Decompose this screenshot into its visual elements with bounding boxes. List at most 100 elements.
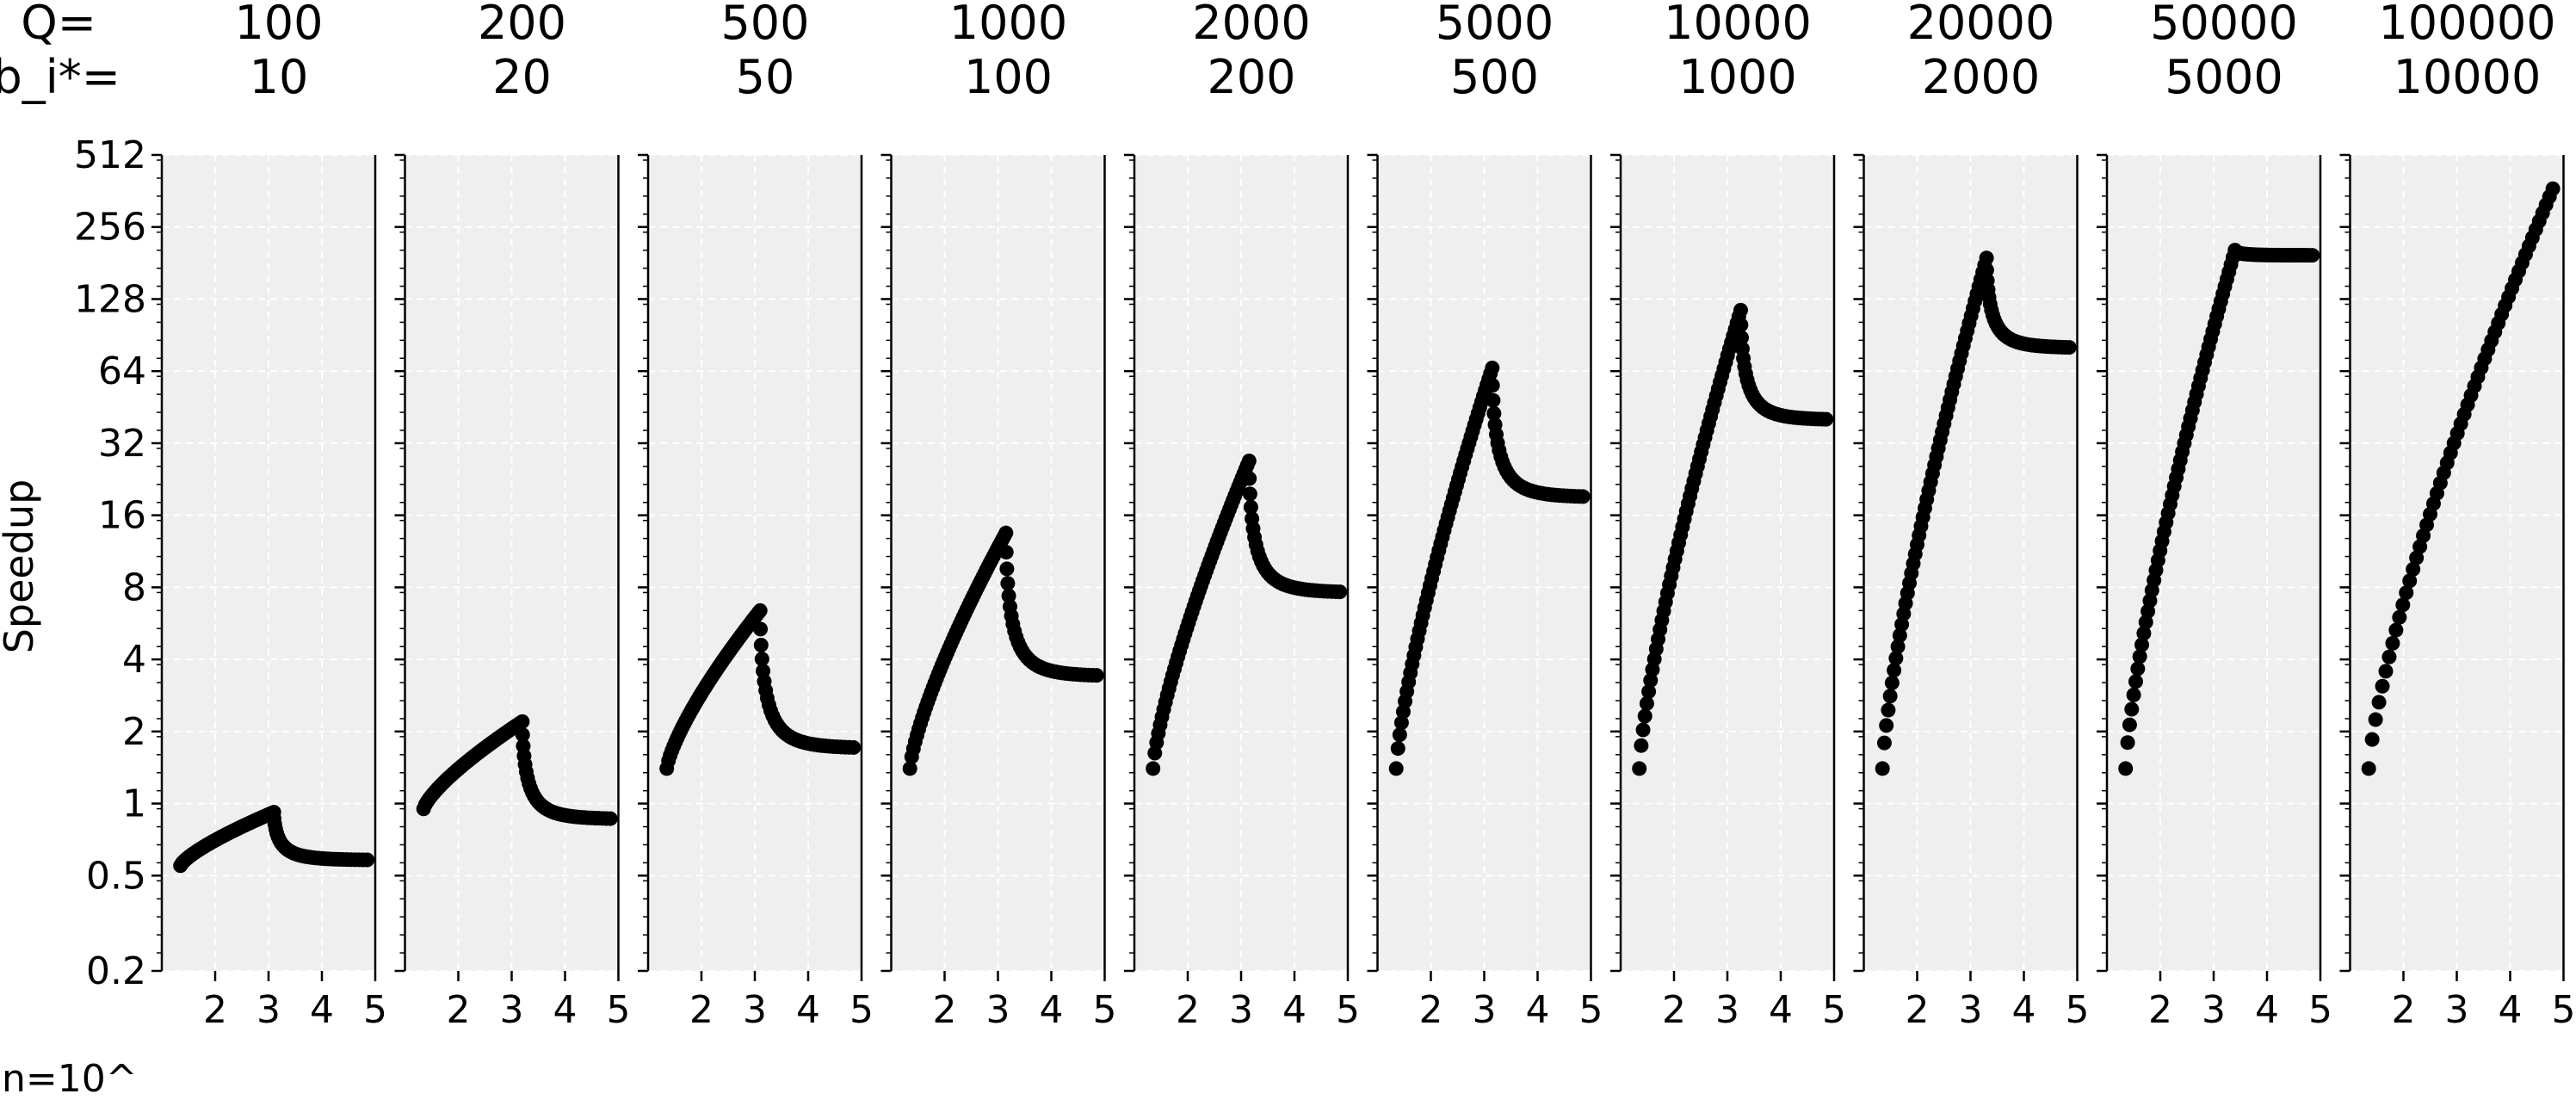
x-tick-label: 3 [500, 988, 524, 1032]
data-point [1639, 695, 1654, 711]
x-tick-label: 4 [2012, 988, 2036, 1032]
x-tick-label: 5 [849, 988, 874, 1032]
data-point [1485, 360, 1500, 375]
data-point [1486, 405, 1502, 421]
panel-q-value: 200 [478, 0, 566, 50]
data-point [2378, 664, 2394, 679]
x-tick-label: 4 [553, 988, 578, 1032]
x-tick-label: 4 [1040, 988, 1064, 1032]
data-point [360, 852, 375, 868]
data-point [1881, 702, 1896, 718]
y-tick-label: 0.5 [86, 854, 146, 898]
data-point [1733, 318, 1749, 333]
y-axis-label: Speedup [0, 479, 42, 654]
data-point [2138, 615, 2153, 630]
header-q-label: Q= [21, 0, 96, 50]
y-tick-label: 16 [98, 494, 146, 538]
x-tick-label: 3 [1715, 988, 1739, 1032]
x-tick-label: 4 [1526, 988, 1550, 1032]
panel-q-value: 500 [720, 0, 809, 50]
data-point [1876, 735, 1892, 751]
x-tick-label: 4 [1282, 988, 1307, 1032]
data-point [754, 652, 769, 667]
data-point [2409, 550, 2425, 565]
data-point [2385, 635, 2400, 651]
data-point [2124, 701, 2140, 717]
data-point [753, 637, 769, 652]
data-point [2412, 539, 2428, 554]
data-point [2388, 622, 2404, 638]
y-tick-label: 64 [98, 349, 146, 393]
data-point [2402, 573, 2418, 589]
data-point [2061, 340, 2077, 355]
data-point [1884, 675, 1900, 690]
data-point [1089, 668, 1104, 683]
data-point [1637, 708, 1652, 724]
data-point [1887, 663, 1902, 678]
data-point [2399, 585, 2414, 601]
data-point [1000, 576, 1016, 591]
data-point [1641, 684, 1657, 700]
data-point [2395, 597, 2411, 613]
y-tick-label: 8 [122, 565, 146, 609]
data-point [2130, 661, 2146, 677]
data-point [998, 525, 1014, 541]
x-tick-label: 5 [1336, 988, 1360, 1032]
data-point [2126, 687, 2141, 702]
panel-q-value: 20000 [1907, 0, 2055, 50]
data-point [846, 739, 862, 755]
x-tick-label: 3 [2202, 988, 2226, 1032]
x-tick-label: 5 [2066, 988, 2090, 1032]
x-tick-label: 2 [2148, 988, 2172, 1032]
data-point [1888, 651, 1904, 666]
panel-b-value: 20 [492, 50, 552, 104]
panel-q-value: 100 [234, 0, 323, 50]
data-point [1643, 672, 1659, 688]
header-b-label: b_i*= [0, 50, 120, 104]
panel-q-value: 5000 [1436, 0, 1554, 50]
data-point [1388, 761, 1404, 776]
data-point [1879, 718, 1894, 733]
x-tick-label: 4 [796, 988, 820, 1032]
data-point [1486, 392, 1501, 408]
data-point [1332, 584, 1348, 600]
x-tick-label: 3 [2445, 988, 2469, 1032]
panel-b-value: 500 [1450, 50, 1539, 104]
panel-q-value: 1000 [949, 0, 1067, 50]
x-tick-label: 3 [743, 988, 767, 1032]
x-tick-label: 2 [1906, 988, 1930, 1032]
panel-b-value: 50 [736, 50, 795, 104]
data-point [2120, 735, 2135, 751]
data-point [1243, 499, 1258, 515]
data-point [2364, 732, 2380, 747]
x-tick-label: 2 [2392, 988, 2416, 1032]
data-point [1882, 689, 1898, 704]
data-point [515, 727, 530, 743]
data-point [1632, 761, 1647, 776]
data-point [1241, 453, 1257, 468]
data-point [1242, 486, 1257, 502]
x-tick-label: 5 [607, 988, 631, 1032]
x-tick-label: 3 [1229, 988, 1253, 1032]
y-tick-label: 2 [122, 710, 146, 754]
data-point [1634, 738, 1649, 753]
y-tick-label: 1 [122, 782, 146, 826]
x-tick-label: 5 [1579, 988, 1603, 1032]
data-point [2375, 678, 2390, 694]
x-tick-label: 5 [1822, 988, 1846, 1032]
data-point [1890, 639, 1906, 654]
data-point [2305, 248, 2320, 263]
panel-b-value: 2000 [1922, 50, 2040, 104]
data-point [753, 621, 769, 637]
y-tick-label: 512 [74, 133, 146, 177]
data-point [1892, 627, 1907, 643]
panel-b-value: 10000 [2394, 50, 2542, 104]
